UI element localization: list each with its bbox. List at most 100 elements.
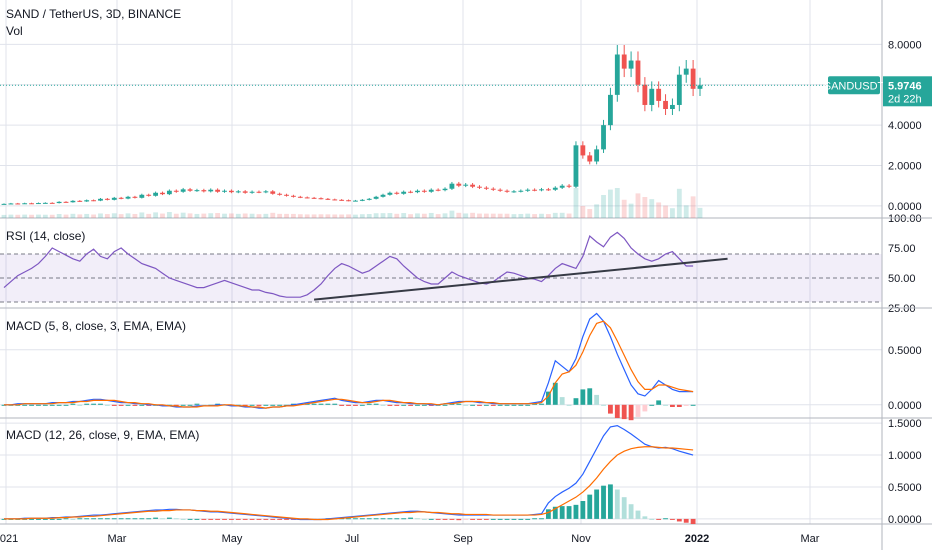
volume-bar	[421, 213, 427, 218]
candle-body	[401, 191, 407, 194]
macd-slow-histogram-bar	[539, 518, 544, 520]
macd-slow-histogram-bar	[160, 518, 165, 520]
macd-slow-histogram-bar	[621, 497, 627, 519]
rsi-title[interactable]: RSI (14, close)	[6, 229, 86, 243]
macd-fast-histogram-bar	[29, 404, 34, 406]
macd-fast-title[interactable]: MACD (5, 8, close, 3, EMA, EMA)	[6, 319, 187, 333]
macd-slow-histogram-bar	[545, 509, 551, 519]
volume-bar	[91, 214, 96, 218]
candle-body	[222, 190, 227, 192]
macd-fast-histogram-bar	[415, 404, 420, 406]
macd-slow-histogram-bar	[566, 506, 572, 519]
candle-body	[353, 200, 358, 202]
volume-bar	[318, 214, 324, 218]
macd-slow-histogram-bar	[408, 517, 413, 519]
macd-slow-histogram-bar	[587, 494, 593, 519]
candle-body	[235, 191, 241, 193]
macd-fast-histogram-bar	[359, 404, 365, 406]
macd-slow-histogram-bar	[442, 518, 448, 520]
macd-fast-histogram-bar	[22, 404, 28, 406]
volume-bar	[504, 213, 510, 218]
candle-body	[1, 203, 7, 205]
macd-fast-histogram-bar	[559, 397, 565, 405]
candle-body	[656, 88, 662, 101]
macd-slow-histogram-bar	[139, 518, 145, 520]
macd-slow-histogram-bar	[380, 518, 386, 520]
candle-body	[442, 188, 448, 191]
macd-fast-histogram-bar	[49, 404, 55, 406]
candle-body	[304, 197, 310, 199]
candle-body	[628, 60, 634, 69]
y-tick-label: 0.5000	[888, 345, 922, 357]
macd-slow-histogram-bar	[270, 518, 276, 520]
volume-bar	[470, 212, 476, 218]
y-tick-label: 1.5000	[888, 418, 922, 430]
volume-bar	[139, 212, 145, 218]
volume-bar	[304, 214, 310, 218]
candle-body	[63, 201, 69, 203]
macd-fast-histogram-bar	[483, 404, 489, 406]
macd-fast-histogram-bar	[456, 403, 462, 405]
macd-slow-title[interactable]: MACD (12, 26, close, 9, EMA, EMA)	[6, 428, 200, 442]
candle-body	[587, 155, 593, 162]
macd-slow-histogram-bar	[614, 489, 620, 519]
macd-slow-histogram-bar	[91, 518, 96, 520]
macd-slow-signal-line	[4, 446, 694, 521]
macd-fast-histogram-bar	[139, 404, 145, 406]
macd-slow-histogram-bar	[394, 518, 400, 520]
macd-slow-histogram-bar	[284, 518, 289, 520]
macd-slow-histogram-bar	[428, 518, 434, 520]
y-tick-label: 4.0000	[888, 120, 922, 132]
volume-bar	[608, 189, 613, 218]
volume-bar	[532, 214, 538, 218]
macd-fast-histogram-bar	[663, 404, 668, 406]
volume-bar	[228, 213, 234, 218]
macd-slow-histogram-bar	[470, 518, 476, 520]
candle-body	[215, 189, 221, 192]
volume-bar	[208, 213, 214, 218]
volume-bar	[587, 209, 593, 218]
candle-body	[359, 199, 365, 201]
candle-body	[387, 192, 393, 195]
volume-bar	[642, 197, 648, 218]
candle-body	[552, 187, 558, 190]
macd-fast-histogram-bar	[601, 404, 606, 406]
volume-bar	[201, 213, 207, 218]
macd-fast-histogram-bar	[277, 404, 283, 406]
volume-bar	[621, 199, 627, 218]
candle-body	[160, 192, 165, 195]
macd-fast-histogram-bar	[311, 403, 317, 405]
volume-bar	[442, 213, 448, 218]
macd-slow-histogram-bar	[359, 518, 365, 520]
x-tick-label: 2021	[0, 533, 18, 545]
candle-body	[153, 192, 159, 196]
candle-body	[539, 189, 544, 191]
volume-label[interactable]: Vol	[6, 24, 23, 38]
macd-fast-histogram-bar	[194, 403, 200, 405]
macd-slow-histogram-bar	[552, 506, 558, 519]
volume-bar	[435, 214, 441, 218]
volume-bar	[297, 214, 303, 218]
volume-bar	[249, 213, 255, 218]
macd-slow-histogram-bar	[573, 504, 579, 519]
volume-bar	[98, 213, 103, 218]
macd-slow-histogram-bar	[98, 518, 103, 520]
macd-fast-histogram-bar	[325, 403, 331, 405]
volume-bar	[601, 195, 606, 218]
symbol-title[interactable]: SAND / TetherUS, 3D, BINANCE	[6, 7, 182, 21]
macd-slow-histogram-bar	[173, 518, 179, 520]
rsi-line	[3, 231, 694, 298]
macd-fast-histogram-bar	[490, 404, 496, 406]
price-tag-value: 5.9746	[888, 80, 922, 92]
volume-bar	[263, 213, 269, 218]
volume-bar	[477, 213, 482, 218]
macd-fast-histogram-bar	[477, 404, 482, 406]
candle-body	[346, 200, 351, 202]
candle-body	[29, 203, 34, 205]
volume-bar	[511, 214, 517, 218]
candle-body	[8, 203, 14, 205]
macd-fast-histogram-bar	[587, 388, 593, 405]
macd-fast-histogram-bar	[249, 404, 255, 406]
candle-body	[249, 191, 255, 193]
